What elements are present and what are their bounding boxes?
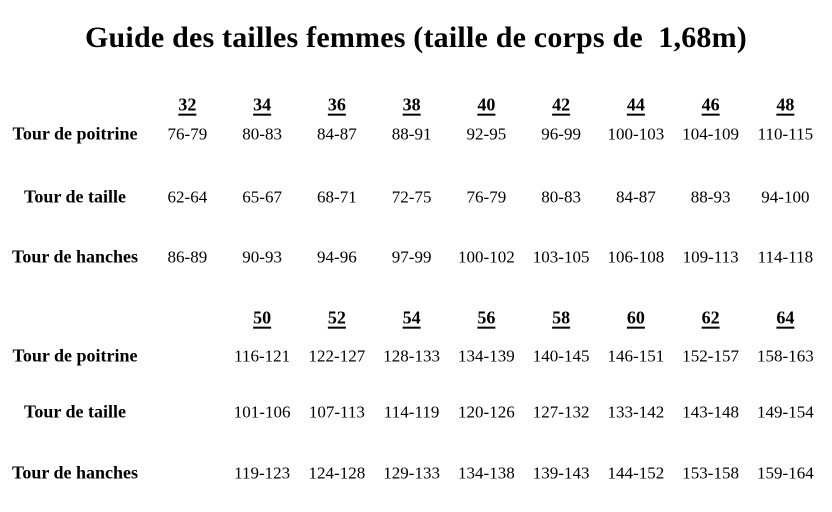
- measurement-value: 107-113: [308, 402, 365, 422]
- measurement-value: 128-133: [383, 346, 440, 366]
- table-row: Tour de hanches 86-89 90-93 94-96 97-99 100-1…: [0, 247, 832, 268]
- measurement-value: 127-132: [532, 402, 590, 422]
- measurement-value: 120-126: [458, 402, 515, 422]
- measurement-value: 129-133: [383, 463, 440, 483]
- measurement-value: 149-154: [757, 402, 814, 422]
- measurement-value: 110-115: [757, 124, 814, 144]
- measurement-row-label: Tour de taille: [23, 401, 126, 422]
- measurement-value: 72-75: [391, 187, 432, 207]
- measurement-value: 144-152: [607, 463, 665, 483]
- measurement-value: 100-102: [458, 247, 515, 267]
- table-row: Tour de hanches 119-123 124-128 129-133 134-…: [0, 463, 832, 484]
- size-column-header: 46: [701, 94, 720, 115]
- measurement-value: 133-142: [607, 402, 665, 422]
- size-column-header: 36: [327, 94, 346, 115]
- measurement-value: 114-118: [757, 247, 814, 267]
- measurement-value: 122-127: [308, 346, 366, 366]
- measurement-value: 97-99: [391, 247, 432, 267]
- size-column-header: 42: [552, 94, 571, 115]
- measurement-value: 62-64: [167, 187, 208, 207]
- measurement-value: 65-67: [242, 187, 282, 207]
- measurement-value: 68-71: [317, 187, 357, 207]
- measurement-row-label: Tour de hanches: [11, 246, 139, 267]
- measurement-value: 139-143: [532, 463, 590, 483]
- size-column-header: 62: [701, 307, 720, 328]
- measurement-value: 76-79: [466, 187, 507, 207]
- measurement-value: 119-123: [234, 463, 291, 483]
- table-row: Tour de taille 62-64 65-67 68-71 72-75 76-79 8…: [0, 187, 832, 208]
- size-column-header: 38: [402, 94, 421, 115]
- size-column-header: 56: [477, 307, 496, 328]
- measurement-value: 88-91: [391, 124, 432, 144]
- size-column-header: 32: [178, 94, 197, 115]
- measurement-value: 146-151: [607, 346, 665, 366]
- table-row: Tour de taille 101-106 107-113 114-119 120-1…: [0, 402, 832, 423]
- measurement-value: 101-106: [233, 402, 291, 422]
- measurement-value: 158-163: [757, 346, 814, 366]
- size-column-header: 58: [552, 307, 571, 328]
- table-row: Tour de poitrine 76-79 80-83 84-87 88-91 92-9…: [0, 124, 832, 145]
- measurement-value: 114-119: [383, 402, 440, 422]
- measurement-value: 80-83: [541, 187, 581, 207]
- measurement-value: 159-164: [757, 463, 814, 483]
- measurement-row-label: Tour de poitrine: [12, 123, 138, 144]
- measurement-value: 140-145: [532, 346, 590, 366]
- size-column-header: 44: [626, 94, 645, 115]
- measurement-value: 109-113: [682, 247, 739, 267]
- measurement-value: 76-79: [167, 124, 208, 144]
- measurement-value: 104-109: [682, 124, 739, 144]
- size-column-header: 34: [253, 94, 272, 115]
- size-column-header: 54: [402, 307, 421, 328]
- measurement-value: 134-138: [458, 463, 515, 483]
- measurement-value: 124-128: [308, 463, 366, 483]
- size-column-header: 64: [776, 307, 795, 328]
- measurement-row-label: Tour de poitrine: [12, 345, 138, 366]
- measurement-row-label: Tour de taille: [23, 186, 126, 207]
- measurement-value: 143-148: [682, 402, 739, 422]
- table-row: 32 34 36 38 40 42 44 46 48: [0, 95, 832, 116]
- measurement-value: 88-93: [690, 187, 731, 207]
- measurement-value: 134-139: [458, 346, 515, 366]
- measurement-value: 92-95: [466, 124, 507, 144]
- measurement-value: 153-158: [682, 463, 739, 483]
- measurement-value: 94-100: [761, 187, 810, 207]
- size-column-header: 48: [776, 94, 795, 115]
- measurement-value: 94-96: [317, 247, 357, 267]
- measurement-value: 116-121: [234, 346, 291, 366]
- table-row: 50 52 54 56 58 60 62 64: [0, 308, 832, 329]
- measurement-value: 100-103: [607, 124, 665, 144]
- measurement-row-label: Tour de hanches: [11, 462, 139, 483]
- size-column-header: 52: [327, 307, 346, 328]
- measurement-value: 86-89: [167, 247, 208, 267]
- measurement-value: 90-93: [242, 247, 282, 267]
- page-title: Guide des tailles femmes (taille de corp…: [85, 21, 747, 54]
- size-column-header: 40: [477, 94, 496, 115]
- measurement-value: 103-105: [532, 247, 590, 267]
- size-column-header: 60: [626, 307, 645, 328]
- measurement-value: 84-87: [317, 124, 357, 144]
- measurement-value: 80-83: [242, 124, 282, 144]
- table-row: Tour de poitrine 116-121 122-127 128-133 134…: [0, 346, 832, 367]
- measurement-value: 106-108: [607, 247, 665, 267]
- measurement-value: 96-99: [541, 124, 581, 144]
- measurement-value: 152-157: [682, 346, 739, 366]
- size-column-header: 50: [253, 307, 272, 328]
- measurement-value: 84-87: [616, 187, 656, 207]
